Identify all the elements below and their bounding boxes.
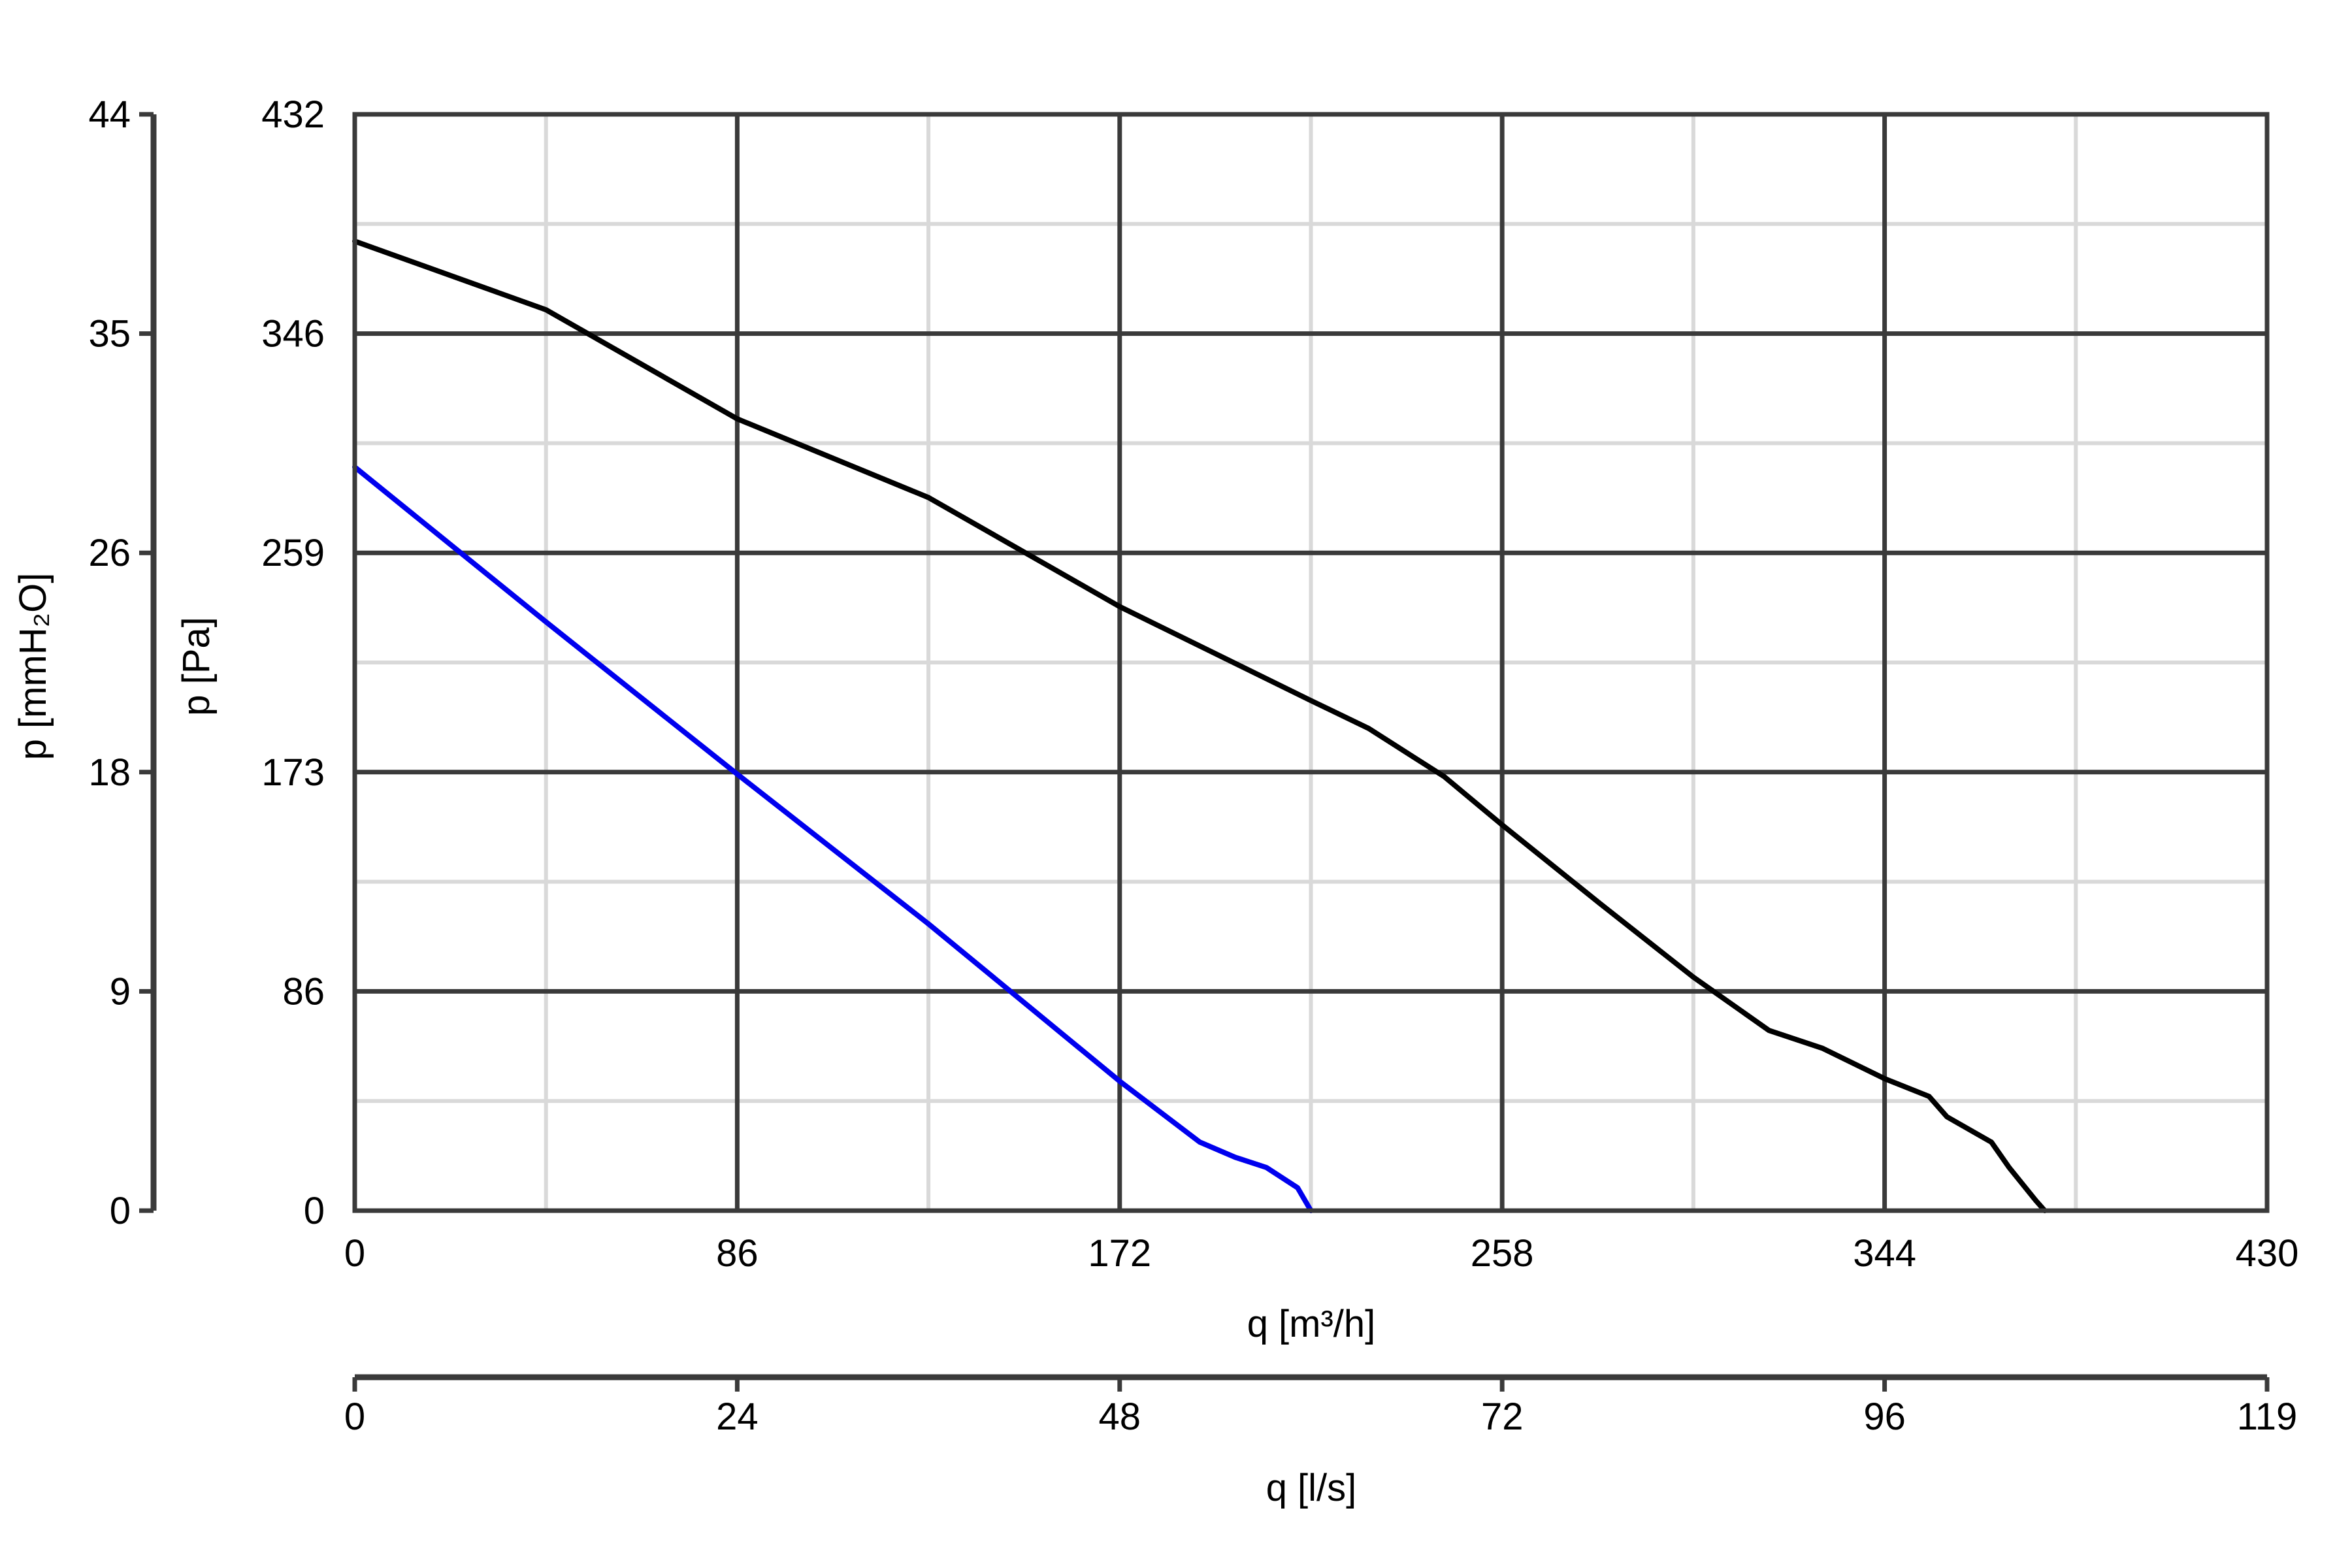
y-axis-label: p [Pa] xyxy=(175,617,218,716)
x-tick-label: 258 xyxy=(1471,1232,1534,1275)
major-grid xyxy=(355,114,2267,1211)
y2-tick-label: 0 xyxy=(110,1190,131,1232)
x2-tick-label: 48 xyxy=(1099,1396,1141,1438)
plot-frame xyxy=(352,112,2270,1213)
y-tick-label: 86 xyxy=(282,970,325,1013)
y-tick-label: 432 xyxy=(261,93,325,136)
y2-tick-label: 44 xyxy=(88,93,131,136)
y2-tick-label: 35 xyxy=(88,313,131,355)
y-tick-label: 346 xyxy=(261,313,325,355)
x-tick-label: 430 xyxy=(2236,1232,2299,1275)
series-line-2 xyxy=(352,464,1314,1213)
y2-tick-label: 18 xyxy=(88,751,131,794)
y-tick-label: 0 xyxy=(304,1190,325,1232)
x2-tick-label: 96 xyxy=(1863,1396,1906,1438)
y2-tick-label: 9 xyxy=(110,970,131,1013)
x2-tick-label: 72 xyxy=(1481,1396,1524,1438)
x-axis-label: q [m³/h] xyxy=(1247,1303,1376,1345)
x-tick-label: 86 xyxy=(716,1232,759,1275)
minor-grid xyxy=(355,114,2267,1211)
y-tick-label: 173 xyxy=(261,751,325,794)
tick-labels: 0 86 173 259 346 432 0 9 18 26 35 44 0 86 172 258 344 430… xyxy=(88,93,2298,1438)
x2-tick-label: 0 xyxy=(344,1396,365,1438)
x2-tick-label: 24 xyxy=(716,1396,759,1438)
x2-tick-label: 119 xyxy=(2237,1396,2297,1438)
x-tick-label: 344 xyxy=(1853,1232,1916,1275)
y-tick-label: 259 xyxy=(261,532,325,574)
x-tick-label: 0 xyxy=(344,1232,365,1275)
y2-tick-label: 26 xyxy=(88,532,131,574)
x2-axis-label: q [l/s] xyxy=(1266,1467,1357,1509)
y2-axis-label: p [mmH₂O] xyxy=(12,573,54,760)
x-tick-label: 172 xyxy=(1088,1232,1151,1275)
series-layer xyxy=(352,238,2048,1213)
series-line-1 xyxy=(352,238,2048,1213)
axes-layer xyxy=(139,112,2270,1392)
